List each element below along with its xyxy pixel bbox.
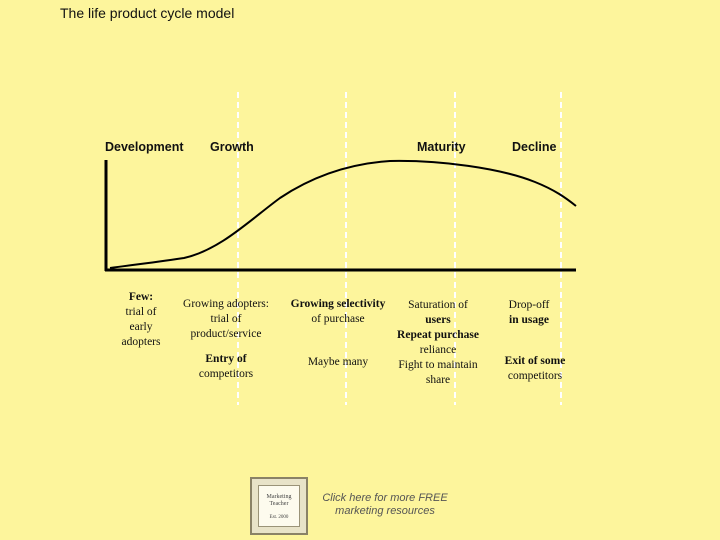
note-line: users [425, 314, 451, 326]
note-maturity-saturation: Saturation of users Repeat purchase reli… [390, 298, 486, 388]
stage-label-growth: Growth [210, 140, 254, 154]
logo-text: Teacher [269, 501, 289, 507]
note-maturity-selectivity: Growing selectivity of purchase [284, 297, 392, 327]
note-line: Fight to maintain [398, 359, 478, 371]
note-line: of purchase [311, 313, 365, 325]
note-line: competitors [198, 368, 254, 380]
stage-label-development: Development [105, 140, 184, 154]
note-line: Growing selectivity [290, 298, 386, 310]
note-decline-exit: Exit of some competitors [498, 354, 572, 384]
note-line: Exit of some [504, 355, 566, 367]
note-maturity-many: Maybe many [294, 355, 382, 370]
sales-curve [109, 159, 577, 269]
note-line: Drop-off [508, 299, 550, 311]
note-line: Few: [128, 291, 154, 303]
note-line: competitors [507, 370, 563, 382]
marketing-teacher-logo[interactable]: Marketing Teacher Est. 2000 [250, 477, 308, 535]
note-development: Few: trial of early adopters [112, 290, 170, 350]
stage-dividers [237, 92, 562, 405]
stage-label-decline: Decline [512, 140, 557, 154]
note-line: adopters [121, 336, 161, 348]
note-line: share [425, 374, 451, 386]
note-growth-competitors: Entry of competitors [186, 352, 266, 382]
note-line: reliance [419, 344, 457, 356]
note-line: Growing adopters: [183, 298, 269, 310]
free-resources-link[interactable]: Click here for more FREE marketing resou… [310, 492, 460, 518]
note-decline-dropoff: Drop-off in usage [496, 298, 562, 328]
promo-line: Click here for more FREE [322, 492, 448, 504]
note-line: product/service [190, 328, 262, 340]
note-growth-adopters: Growing adopters: trial of product/servi… [176, 297, 276, 342]
note-line: Saturation of [408, 299, 468, 311]
note-line: trial of [210, 313, 242, 325]
stage-label-maturity: Maturity [417, 140, 466, 154]
note-line: in usage [509, 314, 549, 326]
diagram-title: The life product cycle model [60, 5, 235, 21]
note-line: Entry of [205, 353, 247, 365]
note-line: trial of [125, 306, 157, 318]
note-line: Maybe many [307, 356, 369, 368]
note-line: early [129, 321, 153, 333]
promo-line: marketing resources [335, 505, 435, 517]
logo-year: Est. 2000 [269, 515, 289, 520]
note-line: Repeat purchase [397, 329, 479, 341]
logo-text: Marketing [266, 494, 292, 500]
